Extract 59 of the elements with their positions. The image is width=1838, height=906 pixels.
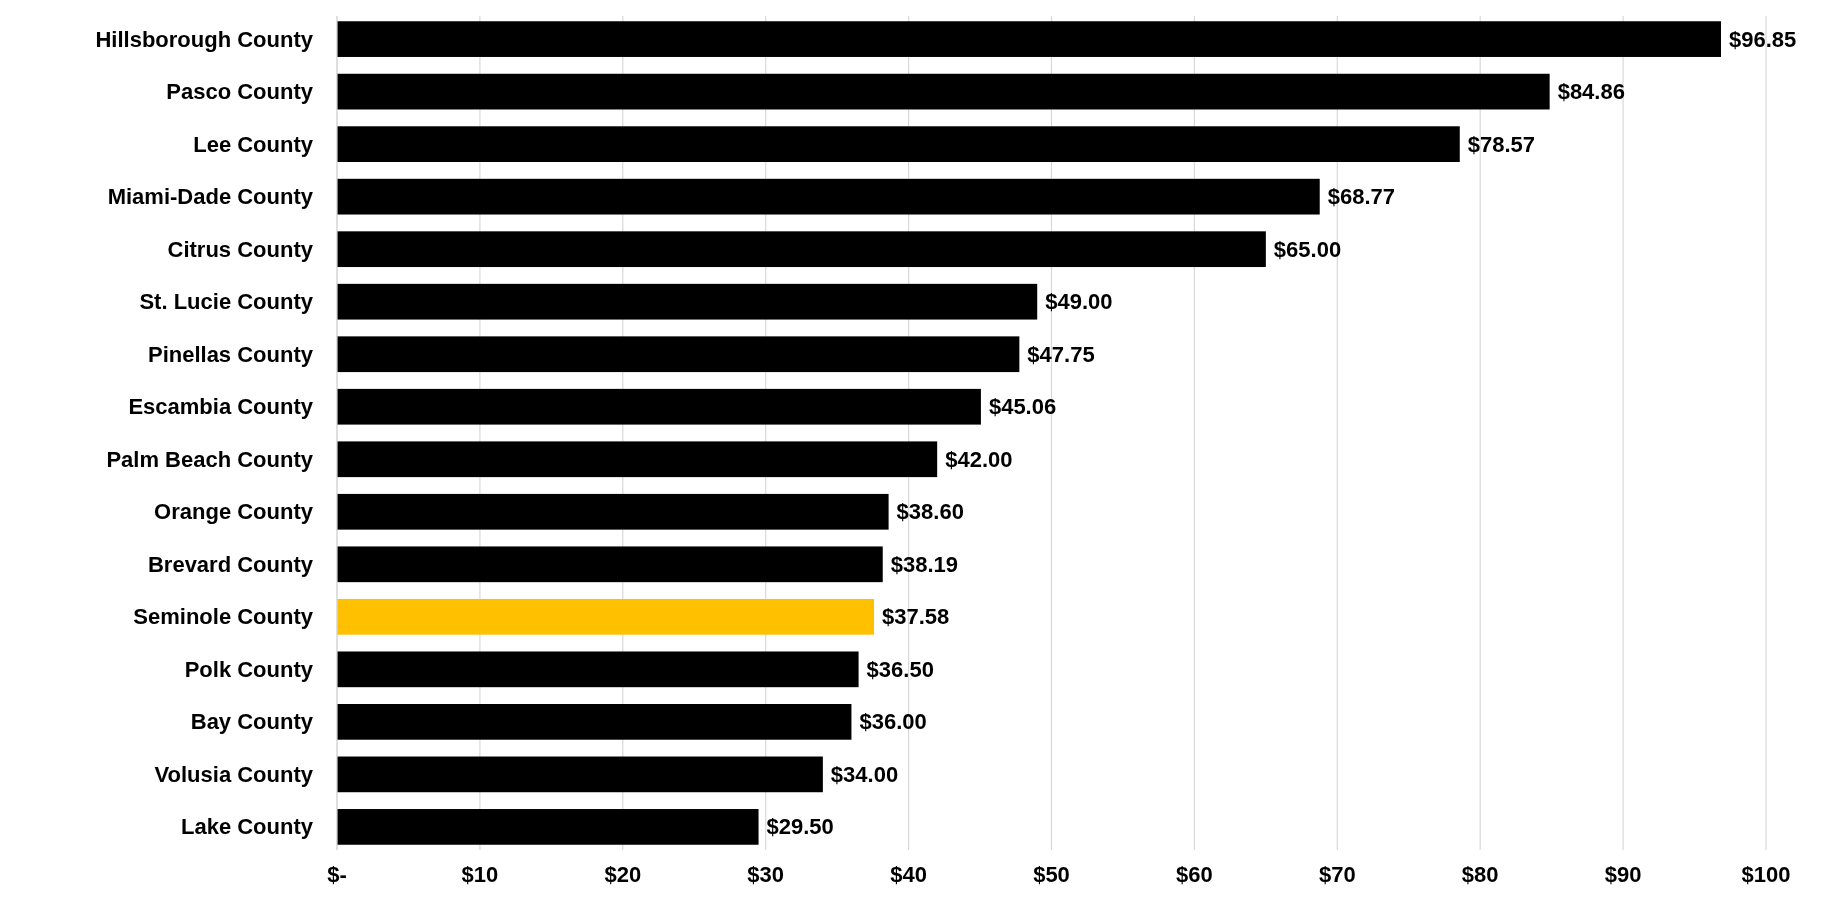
- x-tick-label: $50: [1033, 862, 1070, 887]
- data-label: $68.77: [1327, 184, 1396, 210]
- y-tick-label: Orange County: [154, 499, 314, 525]
- x-tick-label: $60: [1176, 862, 1213, 887]
- y-tick-label: Lee County: [193, 131, 314, 157]
- y-tick-label: Volusia County: [154, 761, 314, 787]
- bar: [337, 704, 852, 740]
- data-label: $37.58: [882, 604, 950, 630]
- y-tick-label: Lake County: [180, 814, 314, 840]
- data-label: $45.06: [988, 394, 1057, 420]
- y-tick-label: Seminole County: [133, 604, 314, 630]
- data-label: $29.50: [766, 814, 834, 840]
- bar: [337, 546, 883, 583]
- data-label: $36.00: [859, 709, 927, 735]
- data-label: $42.00: [945, 446, 1013, 472]
- bar: [337, 493, 889, 530]
- bar: [337, 598, 875, 635]
- data-label: $49.00: [1045, 289, 1113, 315]
- data-label: $34.00: [830, 761, 899, 787]
- bar: [337, 21, 1721, 57]
- y-tick-label: Pinellas County: [147, 341, 314, 367]
- y-tick-label: Palm Beach County: [106, 446, 314, 472]
- x-tick-label: $10: [461, 862, 499, 887]
- bar: [337, 283, 1038, 320]
- data-label: $84.86: [1557, 79, 1625, 105]
- bar: [337, 231, 1266, 268]
- bar: [337, 178, 1320, 215]
- data-label: $65.00: [1273, 236, 1342, 262]
- x-tick-label: $80: [1461, 862, 1499, 887]
- data-label: $38.60: [896, 499, 964, 525]
- x-tick-label: $90: [1604, 862, 1642, 887]
- x-tick-label: $20: [604, 862, 642, 887]
- y-tick-label: Hillsborough County: [95, 26, 314, 52]
- x-tick-label: $30: [747, 862, 785, 887]
- bar: [337, 73, 1550, 110]
- bar: [337, 441, 938, 478]
- y-tick-label: Polk County: [184, 656, 314, 682]
- data-label: $78.57: [1467, 131, 1536, 157]
- y-tick-label: Pasco County: [166, 79, 314, 105]
- data-label: $36.50: [866, 656, 934, 682]
- bar: [337, 651, 859, 688]
- data-label: $47.75: [1027, 341, 1095, 367]
- y-tick-label: Bay County: [190, 709, 314, 735]
- y-tick-label: Escambia County: [128, 394, 314, 420]
- x-tick-label: $-: [327, 862, 347, 887]
- bar: [337, 336, 1020, 373]
- bar: [337, 126, 1460, 162]
- bar: [337, 756, 823, 793]
- data-label: $96.85: [1728, 26, 1797, 52]
- x-tick-label: $70: [1318, 862, 1356, 887]
- x-tick-label: $100: [1741, 862, 1791, 887]
- y-tick-label: Citrus County: [167, 236, 314, 262]
- data-label: $38.19: [890, 551, 959, 577]
- x-tick-label: $40: [890, 862, 927, 887]
- bar: [337, 809, 759, 845]
- bar: [337, 388, 981, 425]
- y-tick-label: Brevard County: [147, 551, 314, 577]
- y-tick-label: St. Lucie County: [139, 289, 314, 315]
- y-tick-label: Miami-Dade County: [107, 184, 314, 210]
